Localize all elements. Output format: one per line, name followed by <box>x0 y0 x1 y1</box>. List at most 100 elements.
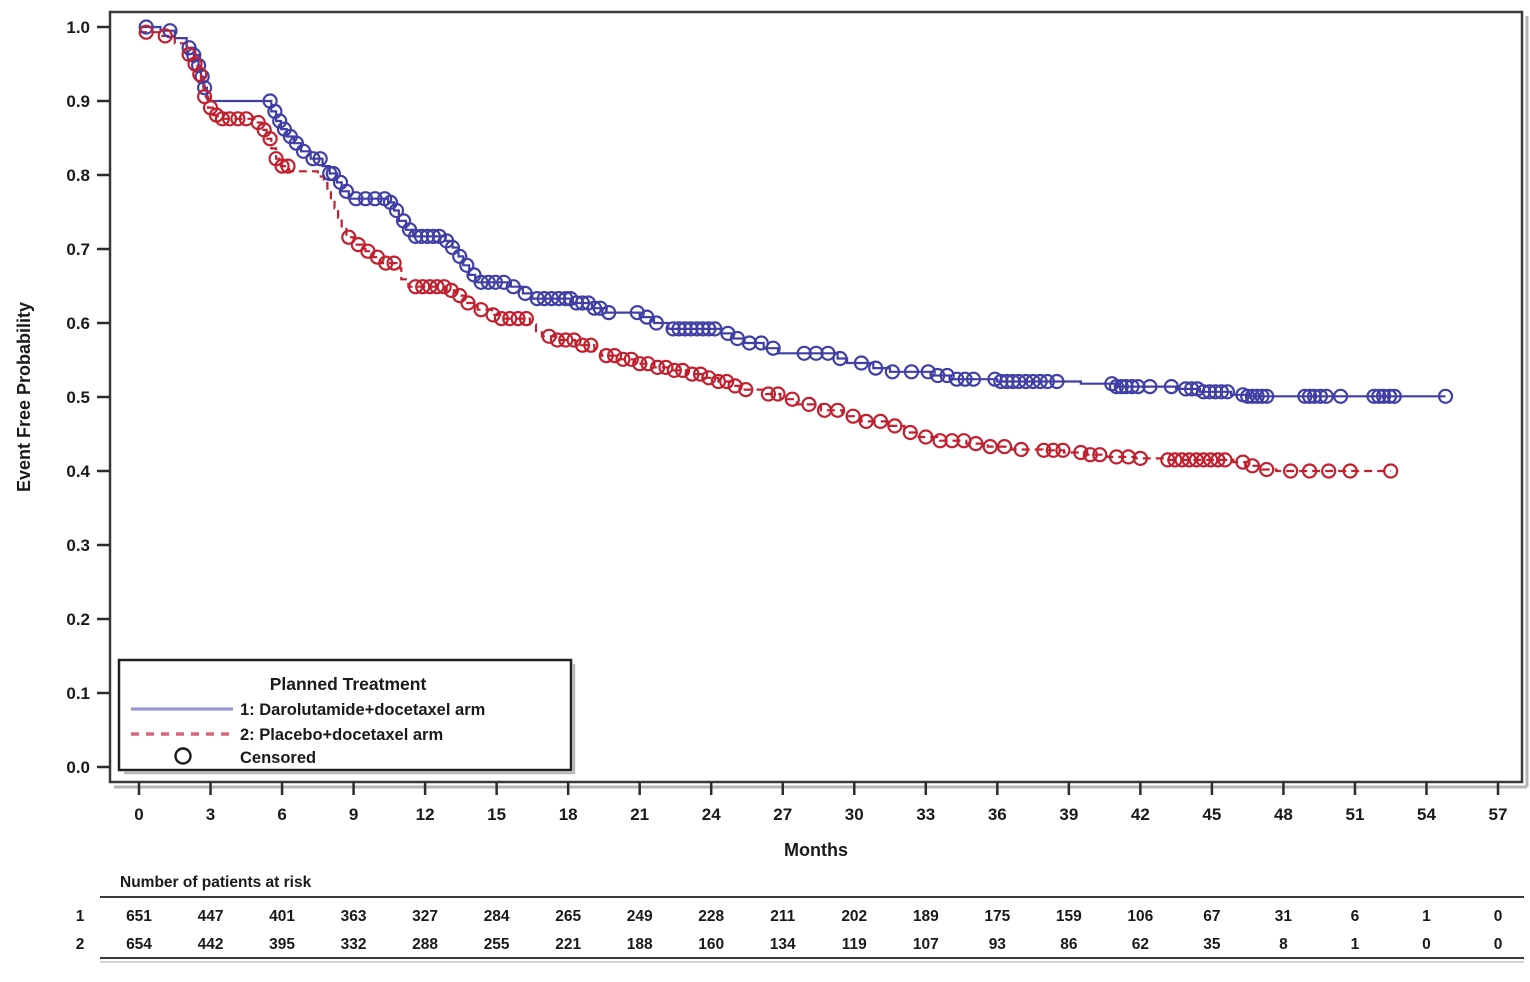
censor-mark <box>518 311 535 327</box>
censor-mark <box>262 131 278 147</box>
censor-mark <box>853 355 870 371</box>
risk-value: 107 <box>913 936 939 953</box>
risk-value: 221 <box>555 936 581 953</box>
censor-mark <box>1312 388 1329 404</box>
censor-mark <box>485 307 501 323</box>
y-tick-label: 0.4 <box>66 462 90 481</box>
censor-mark <box>138 19 154 35</box>
censor-mark <box>197 80 213 96</box>
censor-mark <box>957 371 973 387</box>
censor-mark <box>1386 388 1402 404</box>
x-tick-label: 48 <box>1274 805 1293 824</box>
censor-mark <box>1124 379 1140 395</box>
censor-mark <box>832 350 848 367</box>
censor-mark <box>1203 452 1219 468</box>
censor-mark <box>1167 452 1183 468</box>
y-axis-title: Event Free Probability <box>14 302 34 492</box>
censor-mark <box>695 321 711 337</box>
censor-mark <box>1321 463 1337 479</box>
risk-value: 249 <box>627 908 653 925</box>
censor-mark <box>930 367 946 384</box>
x-tick-label: 0 <box>134 805 143 824</box>
censor-mark <box>1235 454 1251 470</box>
censor-mark <box>615 351 631 367</box>
risk-value: 134 <box>770 936 796 953</box>
y-tick-label: 0.7 <box>66 240 90 259</box>
risk-table-header: Number of patients at risk <box>120 874 312 891</box>
legend-label-arm2: 2: Placebo+docetaxel arm <box>240 726 443 744</box>
censor-mark <box>378 255 394 271</box>
censor-mark <box>487 274 503 290</box>
censor-mark <box>741 335 758 351</box>
censor-mark <box>829 402 846 418</box>
risk-value: 159 <box>1056 908 1082 925</box>
risk-value: 67 <box>1203 908 1220 925</box>
risk-value: 401 <box>269 908 295 925</box>
x-tick-label: 24 <box>702 805 721 824</box>
x-tick-label: 39 <box>1059 805 1078 824</box>
censor-mark <box>606 348 623 364</box>
censor-mark <box>1188 452 1205 468</box>
censor-mark <box>965 371 982 387</box>
censor-mark <box>707 321 723 337</box>
censor-mark <box>903 364 920 380</box>
risk-row2-label: 2 <box>76 936 85 953</box>
x-tick-label: 27 <box>773 805 792 824</box>
censor-mark <box>770 386 786 402</box>
censor-mark <box>918 429 934 445</box>
censor-mark <box>1032 373 1048 390</box>
censor-mark <box>1045 442 1061 458</box>
risk-value: 363 <box>341 908 367 925</box>
censor-mark <box>648 315 665 331</box>
censor-mark <box>425 228 441 244</box>
censor-mark <box>543 291 560 307</box>
risk-value: 395 <box>269 936 295 953</box>
censor-mark <box>138 24 154 40</box>
x-tick-label: 12 <box>416 805 435 824</box>
risk-value: 211 <box>770 908 795 925</box>
risk-value: 6 <box>1351 908 1360 925</box>
risk-row1-label: 1 <box>76 908 85 925</box>
risk-value: 106 <box>1127 908 1153 925</box>
censor-mark <box>280 158 296 174</box>
censor-mark <box>583 337 599 353</box>
censor-mark <box>1013 441 1029 458</box>
censor-mark <box>784 391 800 407</box>
censor-mark <box>1210 452 1226 468</box>
censor-mark <box>1174 452 1190 468</box>
censor-mark <box>1049 373 1065 390</box>
censor-mark <box>1082 447 1098 463</box>
x-tick-label: 54 <box>1417 805 1436 824</box>
legend-title: Planned Treatment <box>270 674 427 694</box>
censor-mark <box>338 183 354 199</box>
risk-value: 228 <box>698 908 724 925</box>
censor-mark <box>1213 384 1230 400</box>
risk-table: Number of patients at risk 1 2 <box>76 874 312 953</box>
censor-mark <box>1073 444 1089 461</box>
censor-mark <box>230 111 246 127</box>
censor-mark <box>436 279 452 295</box>
censor-mark <box>868 360 884 376</box>
x-tick-label: 21 <box>630 805 649 824</box>
risk-value: 284 <box>484 908 510 925</box>
censor-mark <box>1142 379 1158 395</box>
censor-mark <box>623 351 639 367</box>
risk-value: 62 <box>1132 936 1149 953</box>
risk-value: 332 <box>341 936 367 953</box>
censor-mark <box>192 66 208 83</box>
censor-mark <box>692 366 709 382</box>
y-tick-label: 0.5 <box>66 388 90 407</box>
censor-mark <box>1342 463 1358 479</box>
censor-mark <box>640 356 656 372</box>
censor-mark <box>1011 373 1027 390</box>
risk-value: 31 <box>1275 908 1293 925</box>
censor-mark <box>272 113 288 129</box>
censor-marks <box>138 19 1454 479</box>
censor-mark <box>505 279 521 295</box>
censor-mark <box>1282 463 1299 479</box>
censor-mark <box>419 228 436 244</box>
censor-mark <box>858 413 874 429</box>
risk-value: 175 <box>984 908 1010 925</box>
censor-mark <box>473 274 489 290</box>
